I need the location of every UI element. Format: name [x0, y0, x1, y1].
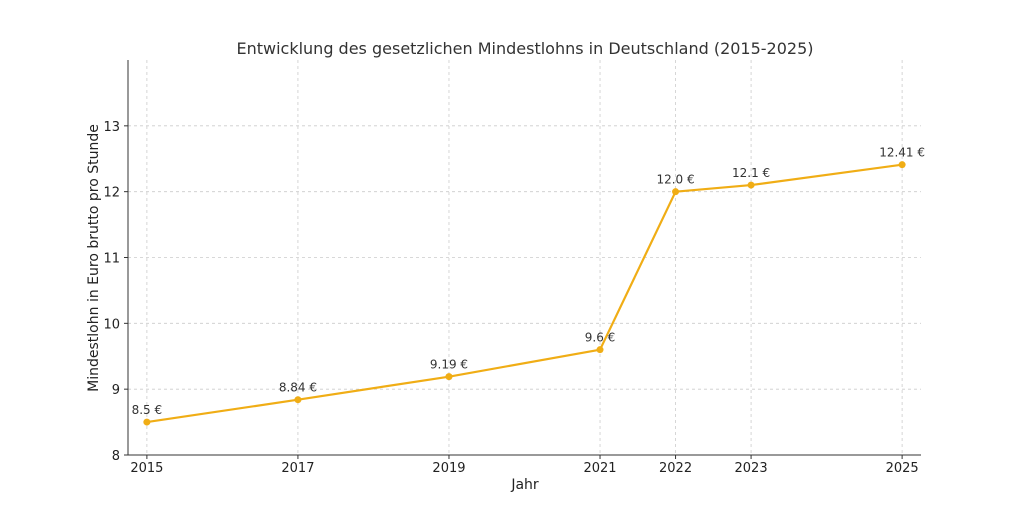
data-label: 8.84 € [279, 381, 317, 395]
data-label: 8.5 € [132, 403, 163, 417]
y-tick-label: 11 [103, 252, 120, 267]
series-line [146, 163, 903, 424]
data-label: 9.6 € [585, 331, 616, 345]
y-axis-label: Mindestlohn in Euro brutto pro Stunde [86, 124, 102, 392]
y-tick-label: 13 [103, 120, 120, 135]
x-tick-label: 2025 [886, 461, 919, 476]
data-point [445, 373, 453, 381]
x-tick-label: 2017 [281, 461, 314, 476]
data-point [596, 346, 604, 354]
data-label: 9.19 € [430, 358, 468, 372]
chart-title: Entwicklung des gesetzlichen Mindestlohn… [236, 39, 813, 58]
x-tick-label: 2015 [130, 461, 163, 476]
x-tick-label: 2019 [432, 461, 465, 476]
x-tick-label: 2023 [735, 461, 768, 476]
x-axis-label: Jahr [510, 477, 539, 493]
series [143, 161, 906, 426]
data-point [672, 188, 680, 196]
x-tick-label: 2021 [583, 461, 616, 476]
data-label: 12.1 € [732, 166, 770, 180]
y-tick-label: 8 [112, 449, 120, 464]
data-labels: 8.5 € 8.84 € 9.19 € 9.6 € 12.0 € 12.1 € 12.41 … [132, 146, 925, 417]
y-tick-label: 9 [112, 383, 120, 398]
data-label: 12.0 € [656, 173, 694, 187]
data-point [747, 181, 755, 189]
data-label: 12.41 € [879, 146, 925, 160]
y-tick-label: 12 [103, 186, 120, 201]
data-point [143, 418, 151, 426]
ticks: 8 9 10 11 12 13 2015 2017 2019 2021 2022 2023 2025 [103, 120, 918, 476]
x-tick-label: 2022 [659, 461, 692, 476]
data-point [898, 161, 906, 169]
data-point [294, 396, 302, 404]
grid [128, 60, 921, 455]
y-tick-label: 10 [103, 317, 120, 332]
